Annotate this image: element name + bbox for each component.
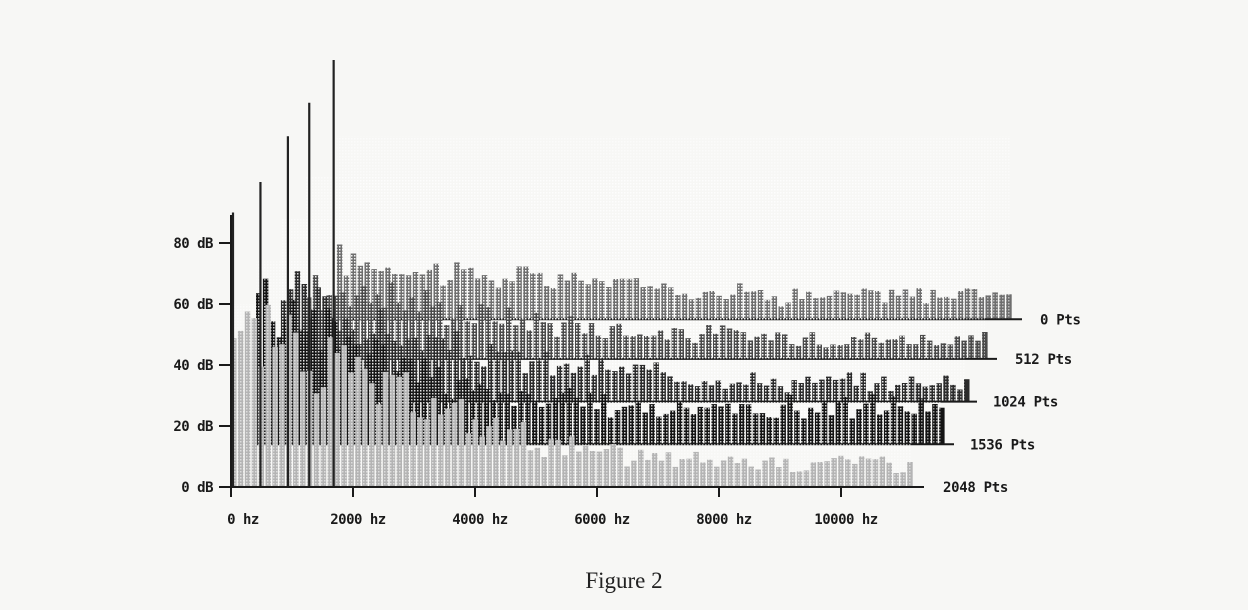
series-label: 1536 Pts [970, 437, 1035, 453]
x-tick-label: 2000 hz [330, 512, 386, 528]
y-tick-label: 40 dB [173, 358, 213, 374]
y-tick-label: 20 dB [173, 419, 213, 435]
figure-caption: Figure 2 [585, 568, 663, 593]
halftone-texture [231, 304, 912, 487]
x-tick-label: 8000 hz [696, 512, 752, 528]
series-label: 2048 Pts [943, 480, 1008, 496]
spectrum-bar [964, 379, 970, 402]
x-tick-label: 0 hz [227, 512, 259, 528]
series-2048-pts: 2048 Pts [231, 304, 1008, 496]
x-tick-label: 4000 hz [452, 512, 508, 528]
spike-lines [231, 60, 335, 487]
y-tick-label: 80 dB [173, 236, 213, 252]
y-tick-label: 0 dB [181, 480, 213, 496]
series-label: 1024 Pts [993, 395, 1058, 411]
x-tick-label: 6000 hz [574, 512, 630, 528]
y-tick-label: 60 dB [173, 297, 213, 313]
x-tick-label: 10000 hz [814, 512, 878, 528]
axes: 0 dB 20 dB 40 dB 60 dB 80 dB 0 hz 2000 hz 4000 … [173, 215, 905, 528]
series-label: 0 Pts [1040, 312, 1081, 328]
series-layer: 0 Pts 512 Pts 1024 Pts 1536 Pts 2048 Pts [231, 60, 1081, 496]
series-label: 512 Pts [1015, 352, 1072, 368]
